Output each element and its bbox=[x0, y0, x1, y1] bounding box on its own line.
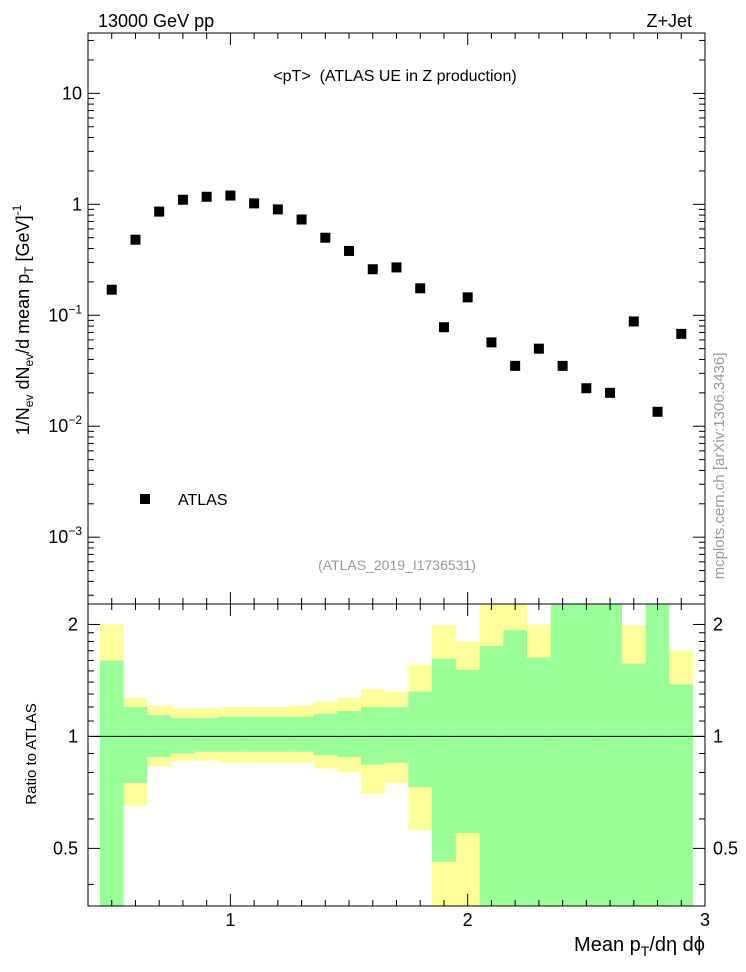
data-point bbox=[225, 190, 236, 201]
ratio-y-tick-label-left: 1 bbox=[68, 726, 78, 746]
ratio-y-tick-label-right: 2 bbox=[713, 614, 723, 634]
inner-band-bin bbox=[621, 663, 646, 906]
data-point bbox=[367, 264, 378, 275]
data-point bbox=[154, 206, 165, 217]
ratio-y-axis-title: Ratio to ATLAS bbox=[23, 703, 40, 804]
data-point bbox=[462, 292, 473, 303]
data-point bbox=[510, 360, 521, 371]
data-point bbox=[296, 214, 307, 225]
data-point bbox=[605, 387, 616, 398]
data-point bbox=[249, 198, 260, 209]
top-panel: 10−3 10−2 10−1 1 10 <pT> (ATLAS UE in Z prod… bbox=[10, 32, 706, 605]
inner-band bbox=[99, 604, 694, 906]
top-panel-frame bbox=[87, 32, 706, 605]
data-point bbox=[438, 322, 449, 333]
inner-band-bin bbox=[574, 604, 599, 906]
y-tick-label: 10−3 bbox=[48, 524, 82, 547]
inner-band-bin bbox=[550, 604, 575, 906]
header-right-label: Z+Jet bbox=[646, 11, 692, 31]
bottom-panel-frame bbox=[87, 603, 706, 907]
data-point bbox=[177, 194, 188, 205]
ratio-y-tick-label-left: 0.5 bbox=[53, 838, 78, 858]
side-watermark-label: mcplots.cern.ch [arXiv:1306.3436] bbox=[711, 353, 728, 580]
data-point bbox=[415, 283, 426, 294]
inner-band-bin bbox=[337, 711, 361, 758]
inner-band-bin bbox=[242, 716, 266, 752]
header-left-label: 13000 GeV pp bbox=[98, 11, 214, 31]
data-point bbox=[320, 232, 331, 243]
data-point bbox=[533, 343, 544, 354]
data-point bbox=[652, 406, 663, 417]
inner-band-bin bbox=[265, 716, 290, 752]
data-point bbox=[581, 383, 592, 394]
top-ticks: 10−3 10−2 10−1 1 10 bbox=[48, 33, 706, 604]
top-y-axis-title: 1/Nev dNev/d mean pT [GeV]-1 bbox=[10, 204, 36, 435]
data-point bbox=[130, 234, 141, 245]
inner-band-bin bbox=[99, 660, 124, 906]
y-tick-label: 1 bbox=[72, 194, 82, 214]
data-point bbox=[272, 204, 283, 215]
top-plot-title: <pT> (ATLAS UE in Z production) bbox=[273, 68, 516, 85]
inner-band-bin bbox=[171, 718, 195, 754]
inner-band-bin bbox=[289, 716, 314, 752]
inner-band-bin bbox=[432, 658, 456, 862]
data-point bbox=[201, 191, 212, 202]
top-markers bbox=[106, 190, 687, 417]
data-point bbox=[344, 245, 355, 256]
inner-band-bin bbox=[455, 669, 480, 833]
bottom-ticks: 1 2 3 0.5 0.5 1 1 2 2 bbox=[53, 604, 738, 930]
inner-band-bin bbox=[194, 718, 219, 752]
inner-band-bin bbox=[218, 716, 243, 752]
y-tick-label: 10 bbox=[62, 83, 82, 103]
data-point bbox=[106, 284, 117, 295]
data-point bbox=[486, 337, 497, 348]
legend: ATLAS bbox=[140, 492, 228, 509]
legend-marker bbox=[140, 494, 150, 504]
ratio-y-tick-label-left: 2 bbox=[68, 614, 78, 634]
x-tick-label: 3 bbox=[700, 910, 710, 930]
x-tick-label: 1 bbox=[225, 910, 235, 930]
x-tick-label: 2 bbox=[463, 910, 473, 930]
data-point bbox=[676, 328, 687, 339]
bottom-panel: 1 2 3 0.5 0.5 1 1 2 2 Ratio to ATLAS Mean pT/dη … bbox=[23, 603, 738, 959]
inner-band-bin bbox=[384, 706, 409, 763]
data-point bbox=[628, 316, 639, 327]
legend-entry: ATLAS bbox=[178, 492, 228, 509]
inner-band-bin bbox=[527, 657, 551, 906]
y-tick-label: 10−2 bbox=[48, 413, 82, 436]
inner-band-bin bbox=[479, 646, 504, 906]
inner-band-bin bbox=[313, 713, 338, 756]
inner-band-bin bbox=[503, 630, 528, 906]
svg-text:1/Nev dNev/d mean pT [GeV]-1: 1/Nev dNev/d mean pT [GeV]-1 bbox=[10, 204, 36, 435]
inner-band-bin bbox=[360, 706, 385, 765]
ratio-y-tick-label-right: 1 bbox=[713, 726, 723, 746]
x-axis-title: Mean pT/dη dϕ bbox=[574, 934, 705, 959]
inner-band-bin bbox=[645, 604, 670, 906]
inner-band-bin bbox=[598, 604, 622, 906]
ratio-y-tick-label-right: 0.5 bbox=[713, 838, 738, 858]
y-tick-label: 10−1 bbox=[48, 302, 82, 325]
data-source-annotation: (ATLAS_2019_I1736531) bbox=[318, 557, 476, 573]
data-point bbox=[391, 262, 402, 273]
inner-band-bin bbox=[669, 684, 694, 906]
data-point bbox=[557, 360, 568, 371]
inner-band-bin bbox=[408, 691, 433, 788]
inner-band-bin bbox=[123, 706, 148, 783]
